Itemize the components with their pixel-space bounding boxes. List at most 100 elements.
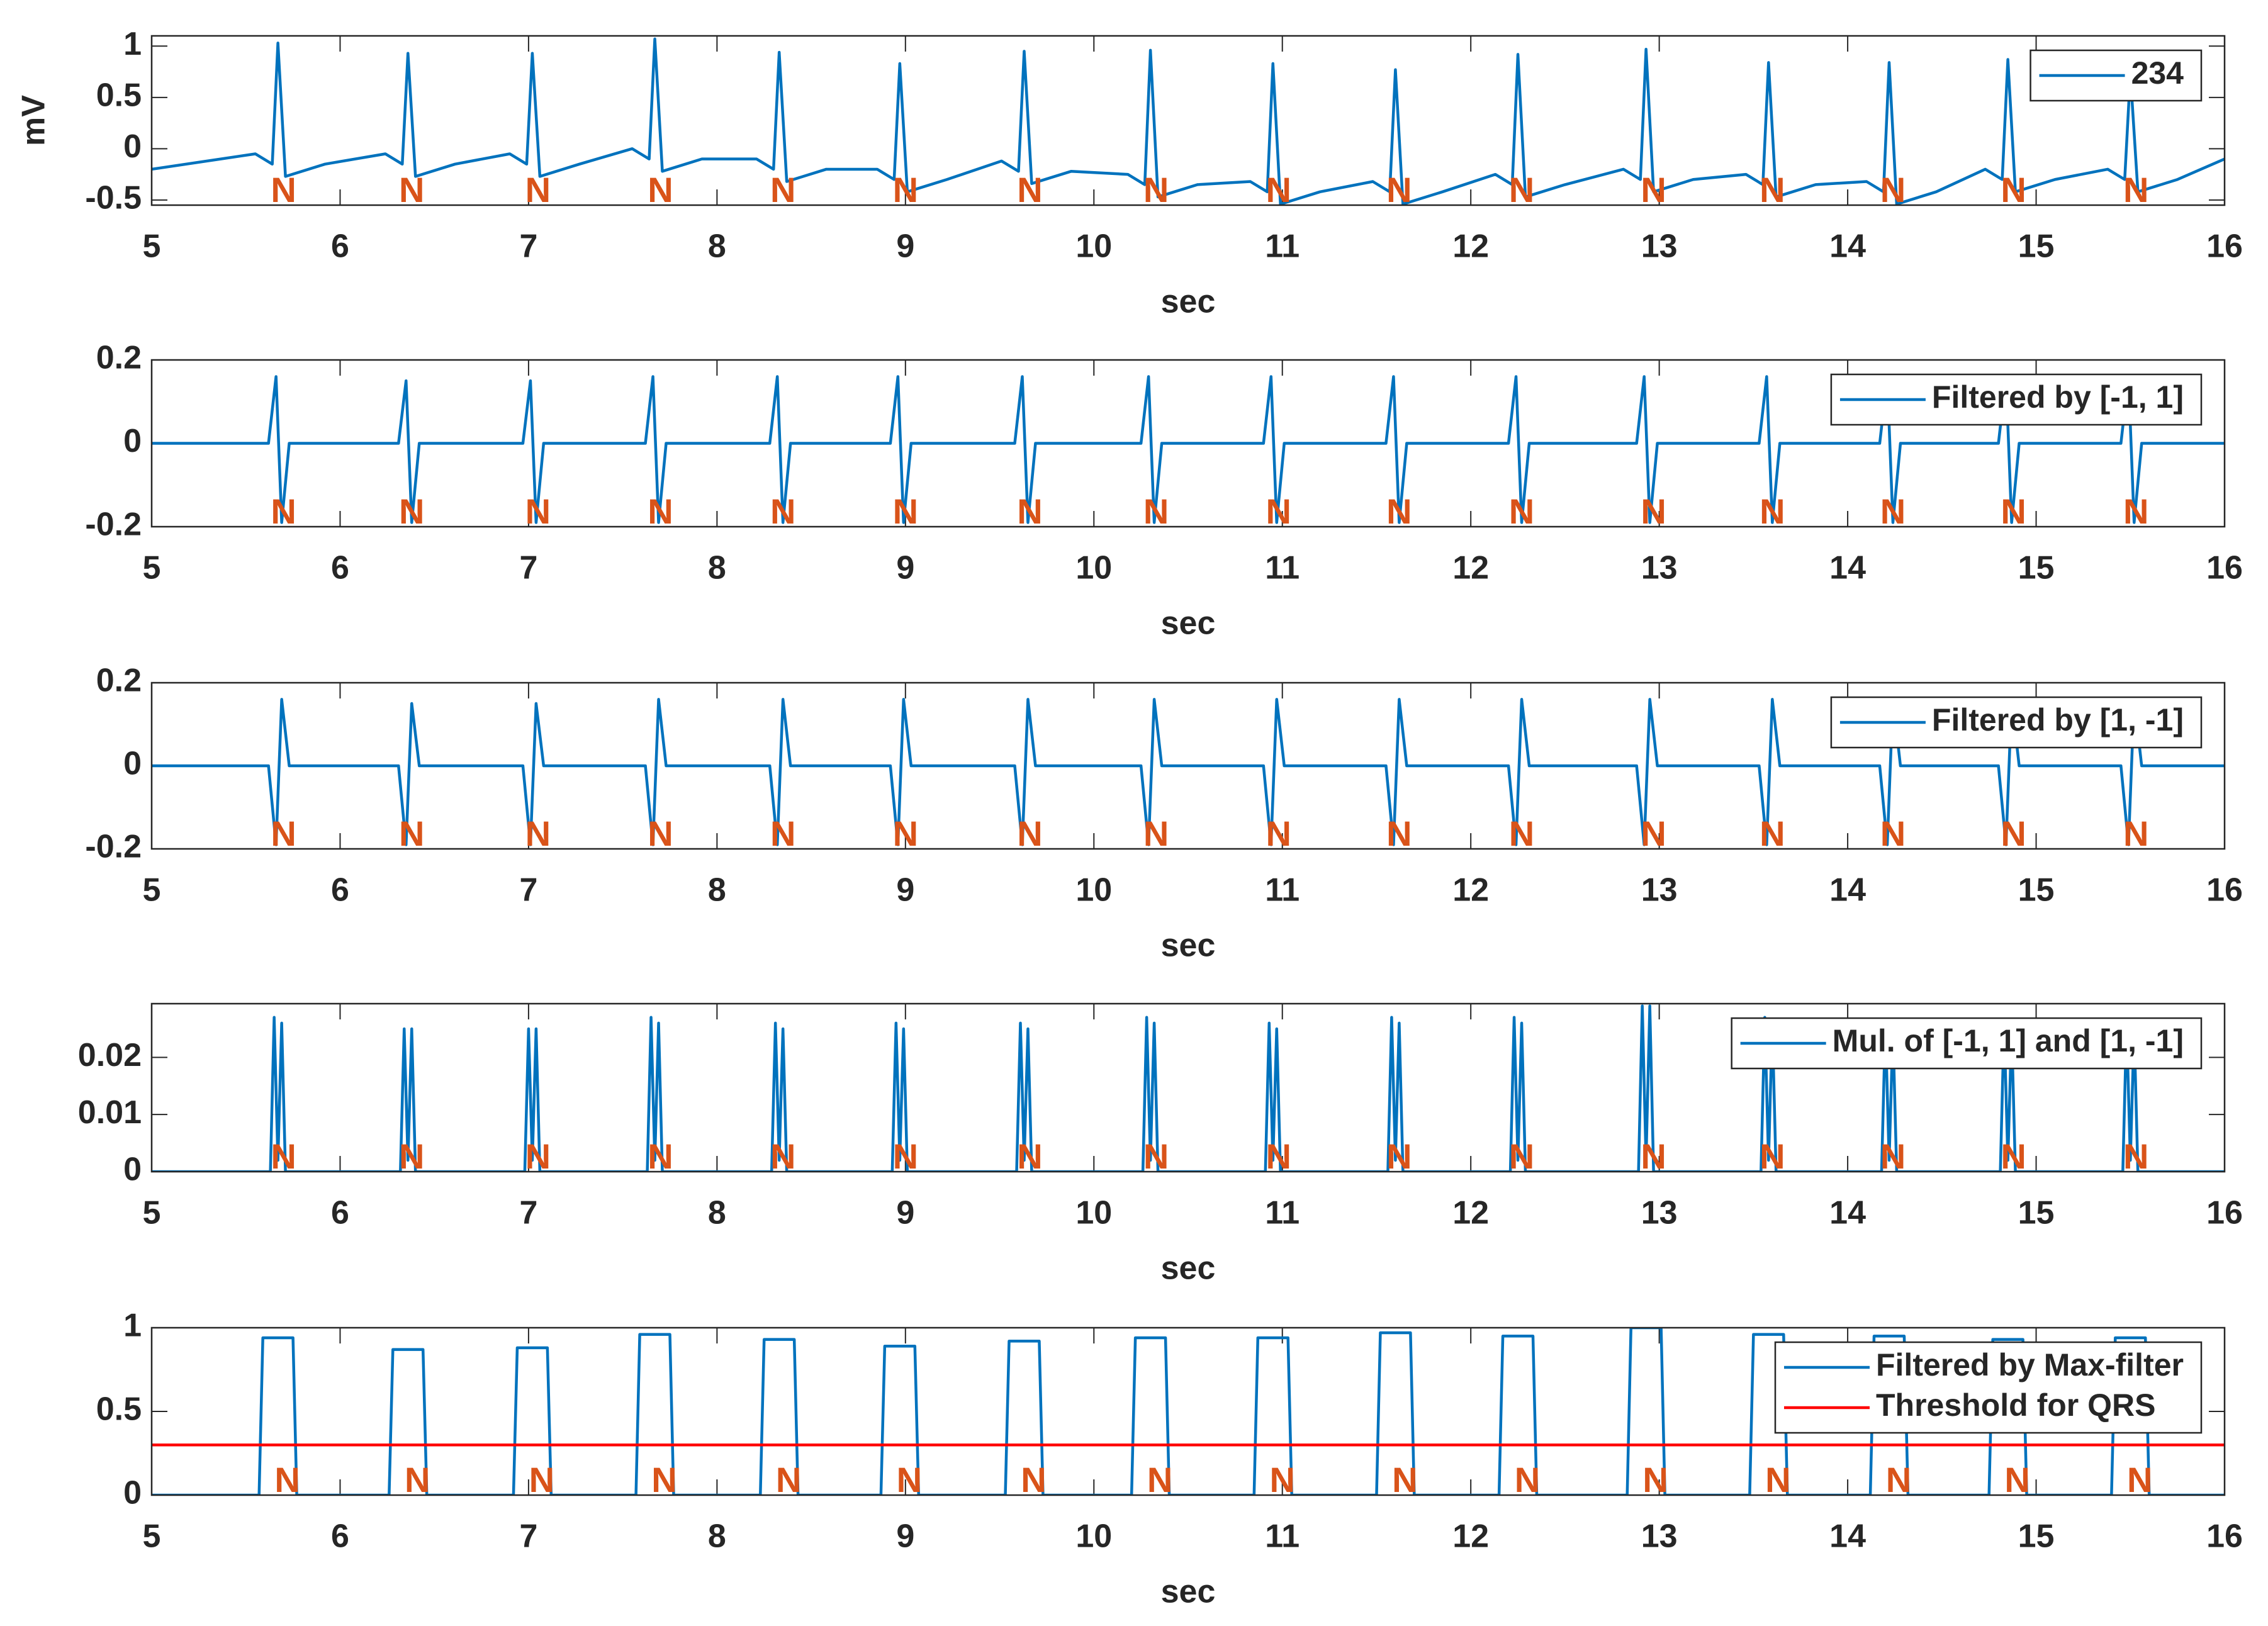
x-tick-label: 15: [2018, 872, 2055, 909]
y-tick-label: 0.2: [96, 340, 142, 376]
beat-annotation: N: [2001, 491, 2026, 531]
axes-box: [150, 359, 2226, 528]
beat-annotation: N: [525, 491, 551, 531]
x-tick-label: 11: [1265, 872, 1300, 909]
legend-box: [1774, 1341, 2203, 1434]
beat-annotation: N: [1270, 1460, 1295, 1500]
beat-annotation: N: [893, 1136, 918, 1176]
beat-annotation: N: [770, 170, 795, 210]
x-tick-label: 9: [896, 1195, 914, 1231]
beat-annotation: N: [2127, 1460, 2152, 1500]
x-tick-label: 7: [519, 1518, 537, 1555]
x-axis-label: sec: [1161, 605, 1216, 642]
beat-annotation: N: [1386, 491, 1412, 531]
plot-lines: [152, 698, 2225, 846]
series-line: [152, 37, 2225, 205]
series-line: [152, 1004, 2225, 1172]
beat-annotation: N: [1509, 491, 1534, 531]
x-tick-label: 10: [1075, 550, 1112, 586]
beat-annotation: N: [525, 1136, 551, 1176]
axes-box: [150, 681, 2226, 850]
beat-annotation: N: [893, 170, 918, 210]
x-tick-label: 14: [1829, 228, 1866, 265]
x-tick-label: 15: [2018, 1518, 2055, 1555]
x-tick-label: 7: [519, 228, 537, 265]
x-tick-label: 8: [708, 1518, 726, 1555]
x-tick-label: 13: [1641, 1195, 1678, 1231]
beat-annotation: N: [1266, 491, 1291, 531]
legend-label: 234: [2131, 55, 2184, 91]
beat-annotation: N: [271, 170, 296, 210]
legend-label: Filtered by Max-filter: [1876, 1347, 2184, 1382]
x-tick-label: 5: [143, 872, 161, 909]
subplot: 0 0.01 0.02 5 6 7 8 9 10 11 12 13 14 15 16 sec N N N N N N N N N…: [78, 1002, 2243, 1287]
beat-annotation: N: [770, 814, 795, 853]
x-tick-label: 15: [2018, 228, 2055, 265]
beat-annotation: N: [1641, 814, 1666, 853]
y-tick-label: 0: [123, 423, 142, 459]
x-tick-label: 7: [519, 872, 537, 909]
beat-annotation: N: [776, 1460, 801, 1500]
x-tick-label: 8: [708, 872, 726, 909]
x-tick-label: 9: [896, 1518, 914, 1555]
beat-annotation: N: [1392, 1460, 1417, 1500]
x-tick-label: 14: [1829, 1518, 1866, 1555]
legend-label: Filtered by [-1, 1]: [1932, 379, 2184, 415]
beat-annotation: N: [648, 491, 673, 531]
y-tick-label: 0: [123, 1475, 142, 1511]
x-tick-label: 8: [708, 1195, 726, 1231]
beat-annotation: N: [1760, 1136, 1785, 1176]
legend: Filtered by [-1, 1]: [1830, 373, 2203, 426]
x-tick-label: 16: [2206, 1518, 2243, 1555]
beat-annotation: N: [405, 1460, 430, 1500]
beat-annotation: N: [1765, 1460, 1790, 1500]
series-line: [152, 1328, 2225, 1495]
x-tick-label: 11: [1265, 228, 1300, 265]
beat-annotation: N: [1143, 1136, 1169, 1176]
beat-annotation: N: [1760, 814, 1785, 853]
x-tick-label: 10: [1075, 1195, 1112, 1231]
beat-annotation: N: [2123, 814, 2148, 853]
axes-box: [150, 1002, 2226, 1173]
beat-annotation: N: [2001, 170, 2026, 210]
beat-annotation: N: [2004, 1460, 2029, 1500]
x-tick-label: 9: [896, 228, 914, 265]
x-tick-label: 14: [1829, 550, 1866, 586]
beat-annotation: N: [1880, 170, 1906, 210]
beat-annotation: N: [1147, 1460, 1172, 1500]
legend: Mul. of [-1, 1] and [1, -1]: [1731, 1017, 2203, 1070]
y-tick-label: 0: [123, 1152, 142, 1188]
beat-annotation: N: [1386, 170, 1412, 210]
x-tick-label: 6: [331, 228, 349, 265]
x-tick-label: 12: [1452, 550, 1489, 586]
beat-annotation: N: [525, 170, 551, 210]
beat-annotation: N: [1642, 1460, 1668, 1500]
beat-annotation: N: [897, 1460, 922, 1500]
beat-annotation: N: [2123, 491, 2148, 531]
beat-annotation: N: [1886, 1460, 1911, 1500]
axes-box: [150, 35, 2226, 206]
beat-annotation: N: [1760, 170, 1785, 210]
beat-annotation: N: [893, 491, 918, 531]
beat-annotation: N: [2123, 170, 2148, 210]
x-tick-label: 13: [1641, 550, 1678, 586]
x-tick-label: 14: [1829, 872, 1866, 909]
x-tick-label: 11: [1265, 1195, 1300, 1231]
beat-annotation: N: [648, 170, 673, 210]
x-tick-label: 13: [1641, 872, 1678, 909]
x-tick-label: 5: [143, 1518, 161, 1555]
x-tick-label: 11: [1265, 1518, 1300, 1555]
series-line: [152, 698, 2225, 846]
subplot: -0.2 0 0.2 5 6 7 8 9 10 11 12 13 14 15 16 sec N N N N N N N N N N…: [85, 340, 2243, 642]
beat-annotation: N: [2123, 1136, 2148, 1176]
legend-label: Mul. of [-1, 1] and [1, -1]: [1833, 1023, 2184, 1058]
x-axis-label: sec: [1161, 284, 1216, 320]
legend: Filtered by [1, -1]: [1830, 696, 2203, 749]
x-tick-label: 12: [1452, 1518, 1489, 1555]
beat-annotation: N: [1509, 1136, 1534, 1176]
y-tick-label: 0.2: [96, 663, 142, 699]
beat-annotation: N: [651, 1460, 676, 1500]
